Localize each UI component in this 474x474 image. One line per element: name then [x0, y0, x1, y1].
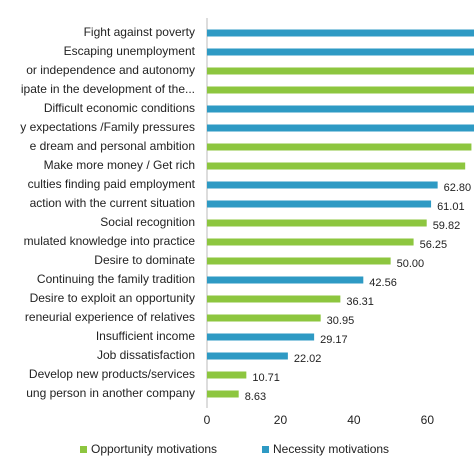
bar [207, 352, 288, 360]
value-label: 10.71 [252, 372, 280, 384]
bar [207, 124, 474, 132]
value-label: 56.25 [420, 239, 448, 251]
category-label: Difficult economic conditions [44, 101, 195, 115]
bar [207, 143, 472, 151]
legend-label: Opportunity motivations [91, 442, 217, 456]
value-label: 62.80 [444, 182, 472, 194]
category-label: mulated knowledge into practice [24, 234, 196, 248]
bar [207, 371, 247, 379]
category-label: Fight against poverty [84, 25, 195, 39]
legend-label: Necessity motivations [273, 442, 389, 456]
category-label: reneurial experience of relatives [25, 310, 195, 324]
category-label: e dream and personal ambition [30, 139, 195, 153]
value-label: 42.56 [369, 277, 397, 289]
x-tick-label: 20 [274, 413, 288, 427]
legend-swatch [80, 446, 87, 453]
bar [207, 390, 239, 398]
category-label: Escaping unemployment [64, 44, 196, 58]
bar [207, 333, 315, 341]
value-label: 30.95 [327, 315, 355, 327]
bar [207, 257, 391, 265]
bar [207, 314, 321, 322]
category-label: Insufficient income [96, 329, 195, 343]
value-label: 61.01 [437, 201, 465, 213]
category-label: Social recognition [100, 215, 195, 229]
value-label: 22.02 [294, 353, 322, 365]
bar [207, 200, 432, 208]
x-tick-label: 40 [347, 413, 361, 427]
x-tick-label: 60 [421, 413, 435, 427]
category-label: Job dissatisfaction [97, 348, 195, 362]
value-label: 29.17 [320, 334, 348, 346]
bar [207, 86, 474, 94]
bar [207, 238, 414, 246]
bar [207, 67, 474, 75]
category-label: culties finding paid employment [28, 177, 196, 191]
category-label: or independence and autonomy [26, 63, 195, 77]
legend-swatch [262, 446, 269, 453]
bar [207, 181, 438, 189]
category-label: ung person in another company [26, 386, 195, 400]
bar [207, 29, 474, 37]
category-label: y expectations /Family pressures [20, 120, 195, 134]
bar [207, 162, 466, 170]
x-tick-label: 0 [204, 413, 211, 427]
category-label: Desire to dominate [94, 253, 195, 267]
bar [207, 219, 427, 227]
bar [207, 105, 474, 113]
category-label: action with the current situation [30, 196, 195, 210]
category-label: Develop new products/services [29, 367, 195, 381]
bar [207, 276, 364, 284]
category-label: Make more money / Get rich [44, 158, 195, 172]
bar [207, 48, 474, 56]
value-label: 50.00 [397, 258, 425, 270]
category-label: Continuing the family tradition [37, 272, 195, 286]
value-label: 36.31 [346, 296, 374, 308]
category-label: ipate in the development of the... [21, 82, 195, 96]
bar [207, 295, 341, 303]
value-label: 8.63 [245, 391, 266, 403]
value-label: 59.82 [433, 220, 461, 232]
category-label: Desire to exploit an opportunity [30, 291, 195, 305]
